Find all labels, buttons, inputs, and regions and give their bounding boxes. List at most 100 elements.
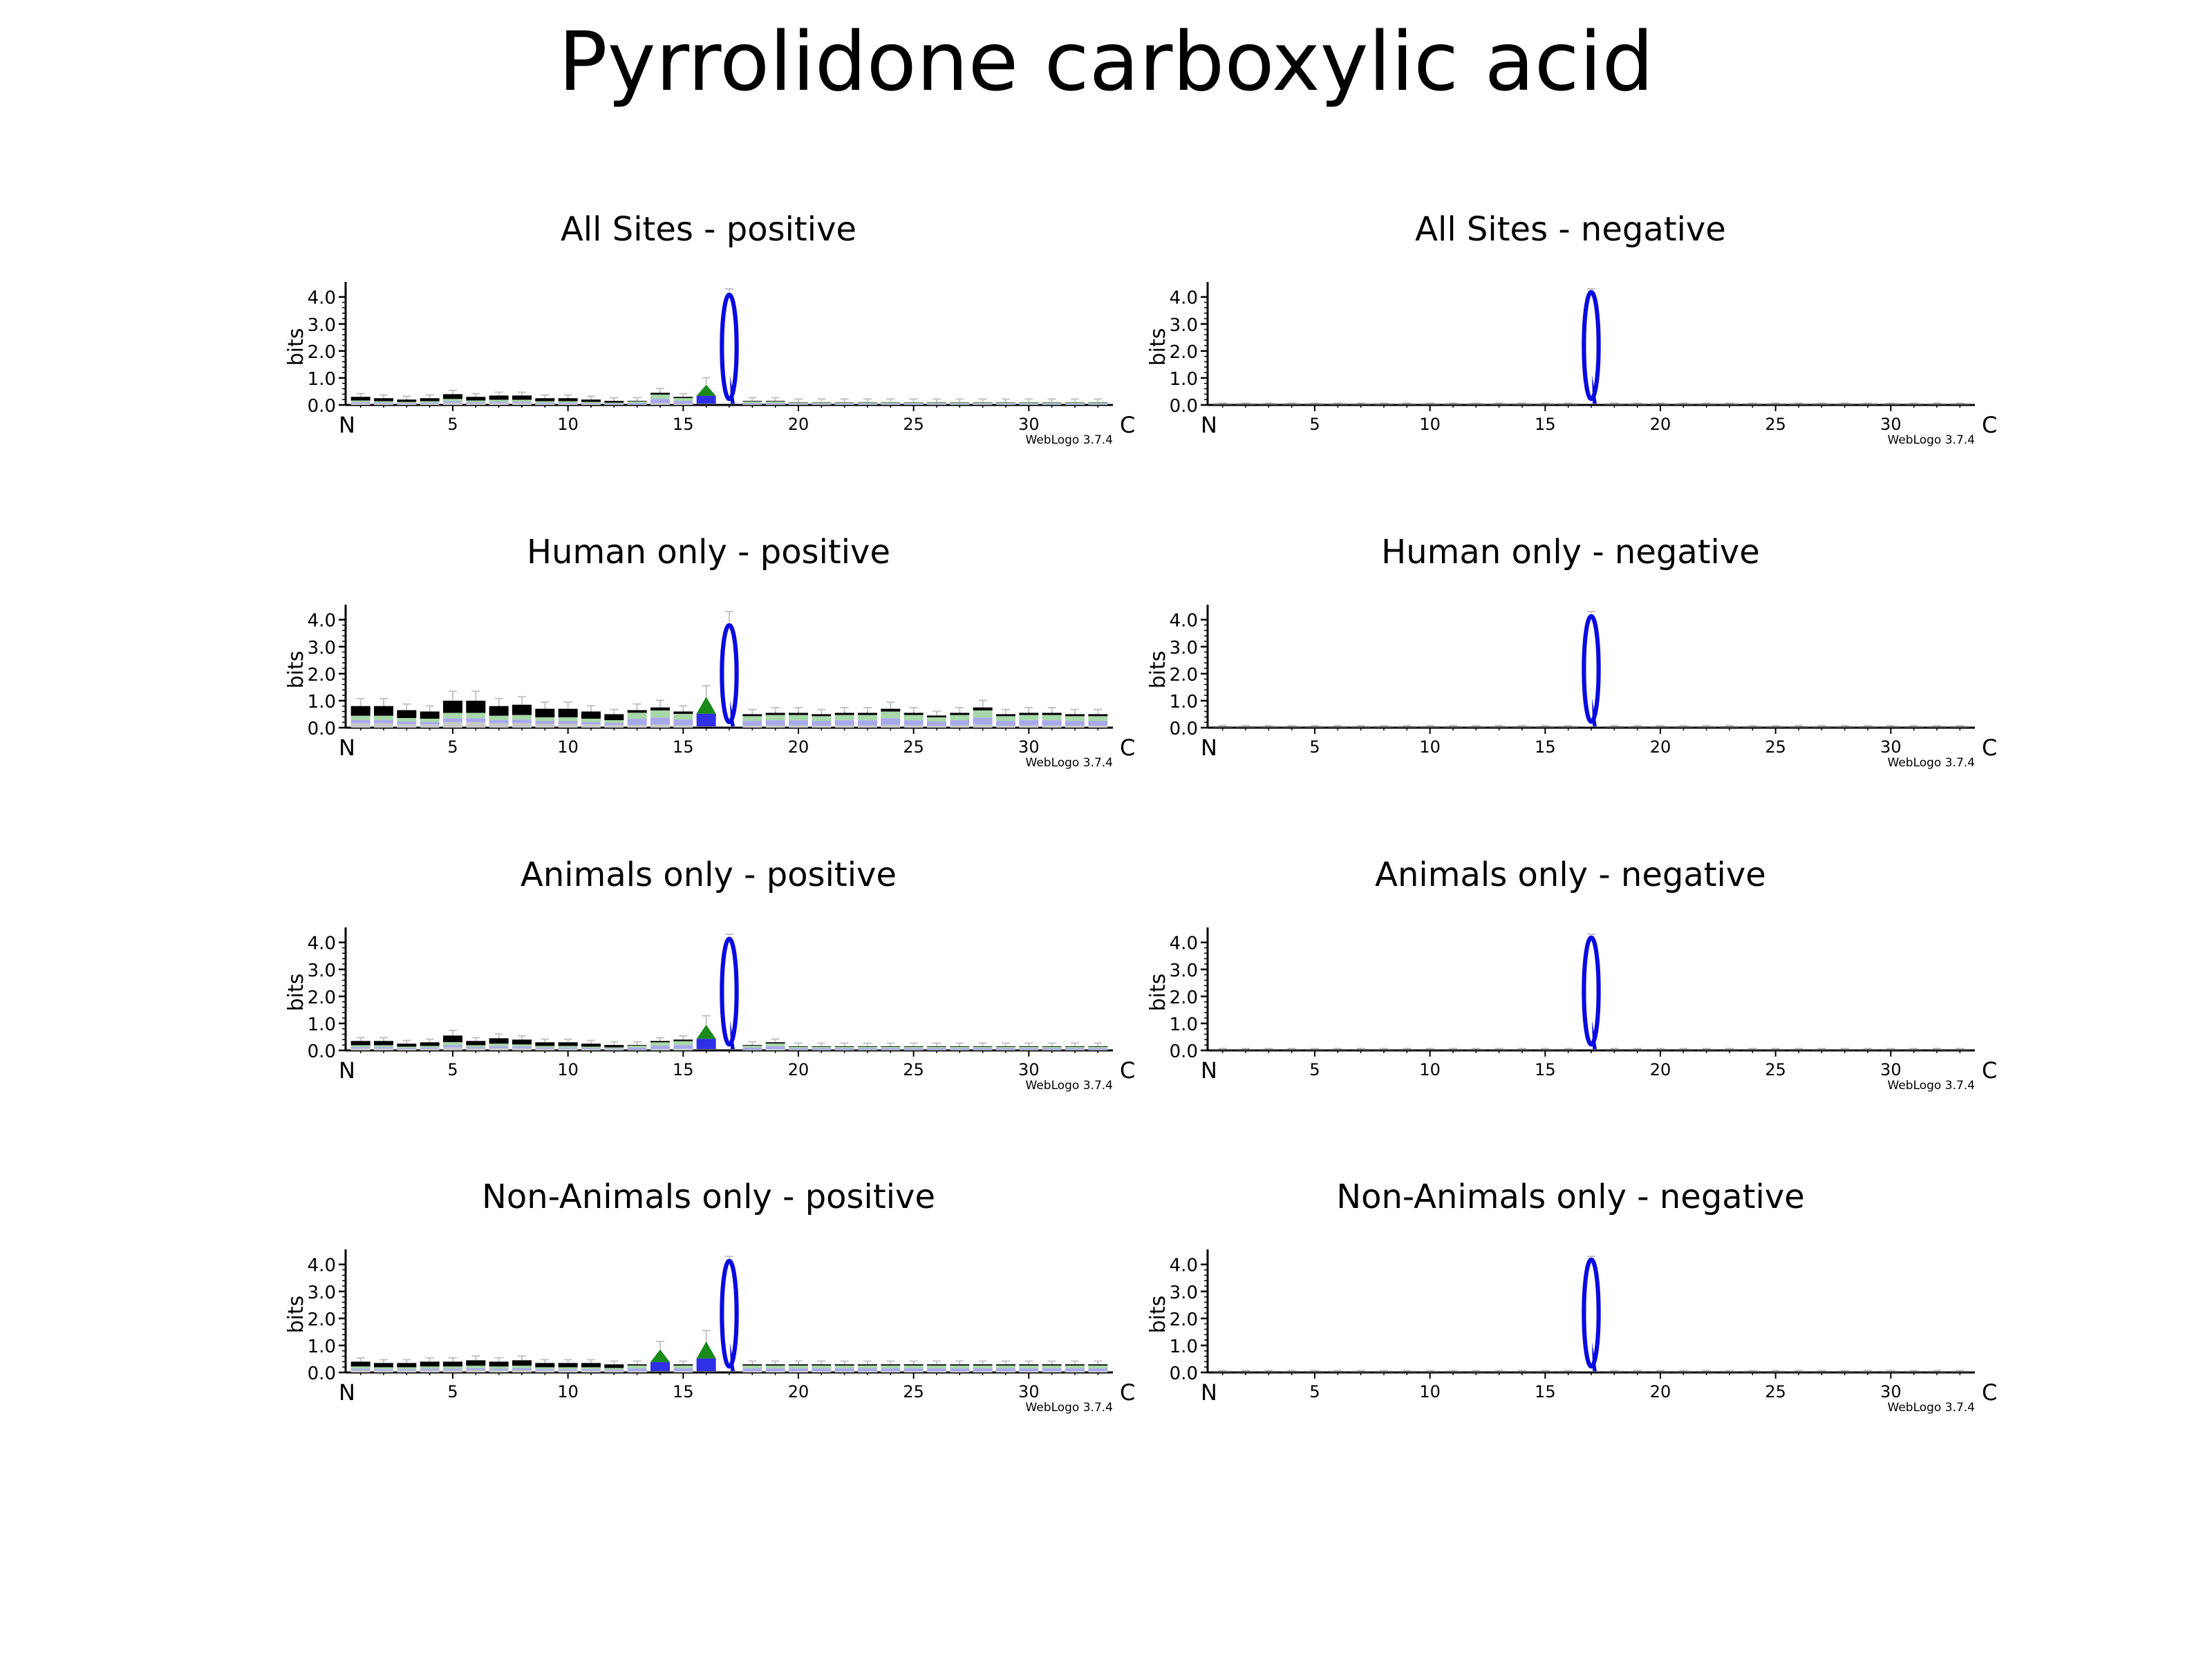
stack-segment: [374, 1363, 393, 1367]
y-tick-label: 2.0: [308, 665, 336, 686]
stack-segment: [996, 1046, 1015, 1047]
stack-segment: [650, 725, 670, 728]
stack-segment: [1512, 726, 1532, 728]
stack-segment: [535, 724, 554, 728]
stack-segment: [374, 402, 393, 403]
stack-segment: [1088, 721, 1107, 726]
panel-title: Non-Animals only - negative: [1336, 1178, 1805, 1216]
stack-segment: [535, 717, 554, 721]
letter-a: [697, 1341, 716, 1359]
stack-segment: [512, 1368, 532, 1370]
stack-segment: [420, 1369, 440, 1370]
stack-segment: [673, 1371, 693, 1372]
stack-segment: [996, 1371, 1015, 1372]
weblogo-credit: WebLogo 3.7.4: [1026, 756, 1114, 770]
stack-segment: [397, 1367, 416, 1369]
x-tick-label: 5: [447, 737, 458, 757]
x-tick-label: 15: [673, 1382, 694, 1401]
stack-segment: [1236, 404, 1255, 405]
stack-segment: [466, 722, 485, 728]
stack-segment: [742, 403, 762, 404]
stack-segment: [535, 1363, 554, 1367]
stack-segment: [1421, 1371, 1440, 1372]
stack-segment: [559, 1042, 578, 1046]
y-tick-label: 3.0: [1170, 315, 1198, 336]
stack-segment: [904, 713, 924, 715]
y-tick-label: 2.0: [308, 342, 336, 363]
stack-segment: [420, 404, 440, 405]
stack-segment: [950, 713, 969, 715]
weblogo-credit: WebLogo 3.7.4: [1888, 433, 1976, 447]
stack-segment: [443, 701, 462, 713]
x-end-label: C: [1120, 735, 1135, 761]
stack-segment: [904, 1046, 924, 1047]
stack-segment: [812, 404, 831, 405]
stack-segment: [1282, 1371, 1302, 1372]
stack-segment: [628, 1046, 647, 1048]
y-tick-label: 2.0: [308, 1310, 336, 1330]
x-end-label: C: [1982, 1057, 1997, 1084]
y-tick-label: 1.0: [308, 1014, 336, 1035]
x-start-label: N: [339, 1057, 355, 1084]
stack-segment: [512, 1044, 532, 1046]
y-tick-label: 2.0: [1170, 342, 1198, 363]
x-tick-label: 30: [1018, 737, 1040, 757]
stack-segment: [420, 1370, 440, 1372]
stack-segment: [673, 712, 693, 715]
stack-segment: [535, 1049, 554, 1050]
panel-title: Animals only - negative: [1375, 856, 1766, 894]
x-tick-label: 15: [1535, 1382, 1556, 1401]
stack-segment: [1213, 726, 1232, 728]
stack-segment: [628, 402, 647, 403]
x-tick-label: 15: [673, 1060, 694, 1079]
stack-segment: [1743, 726, 1762, 728]
figure-title: Pyrrolidone carboxylic acid: [559, 14, 1654, 109]
stack-segment: [1259, 1049, 1278, 1050]
stack-segment: [443, 713, 462, 719]
stack-segment: [351, 716, 371, 720]
stack-segment: [512, 715, 532, 720]
stack-segment: [673, 719, 693, 725]
y-tick-label: 0.0: [1170, 1363, 1198, 1384]
x-tick-label: 30: [1018, 1382, 1040, 1401]
x-tick-label: 30: [1880, 737, 1902, 757]
stack-segment: [858, 1364, 877, 1366]
stack-segment: [1305, 1049, 1324, 1050]
stack-segment: [443, 1042, 462, 1045]
x-tick-label: 10: [557, 737, 579, 757]
stack-segment: [950, 720, 969, 726]
stack-segment: [789, 720, 808, 726]
stack-segment: [697, 1359, 716, 1371]
stack-segment: [1559, 726, 1578, 728]
x-end-label: C: [1120, 1379, 1135, 1406]
stack-segment: [1019, 720, 1038, 726]
stack-segment: [628, 719, 647, 725]
stack-segment: [559, 402, 578, 403]
y-tick-label: 3.0: [1170, 961, 1198, 981]
stack-segment: [535, 398, 554, 401]
stack-segment: [1088, 1368, 1107, 1371]
stack-segment: [512, 1360, 532, 1366]
stack-segment: [1720, 1049, 1739, 1050]
stack-segment: [1351, 726, 1371, 728]
x-tick-label: 10: [557, 1060, 579, 1079]
stack-segment: [581, 1363, 601, 1367]
stack-segment: [1604, 726, 1624, 728]
stack-segment: [1088, 1366, 1107, 1368]
stack-segment: [858, 1368, 877, 1371]
stack-segment: [581, 1048, 601, 1049]
stack-segment: [443, 1366, 462, 1368]
stack-segment: [650, 1042, 670, 1046]
stack-segment: [789, 1371, 808, 1372]
stack-segment: [904, 715, 924, 721]
stack-segment: [1674, 1371, 1693, 1372]
stack-segment: [927, 403, 946, 404]
stack-segment: [973, 708, 993, 710]
stack-segment: [1490, 1049, 1509, 1050]
stack-segment: [443, 1361, 462, 1366]
x-end-label: C: [1120, 412, 1135, 438]
stack-segment: [397, 403, 416, 404]
stack-segment: [1065, 1366, 1085, 1368]
x-tick-label: 25: [1765, 415, 1786, 434]
stack-segment: [1213, 404, 1232, 405]
